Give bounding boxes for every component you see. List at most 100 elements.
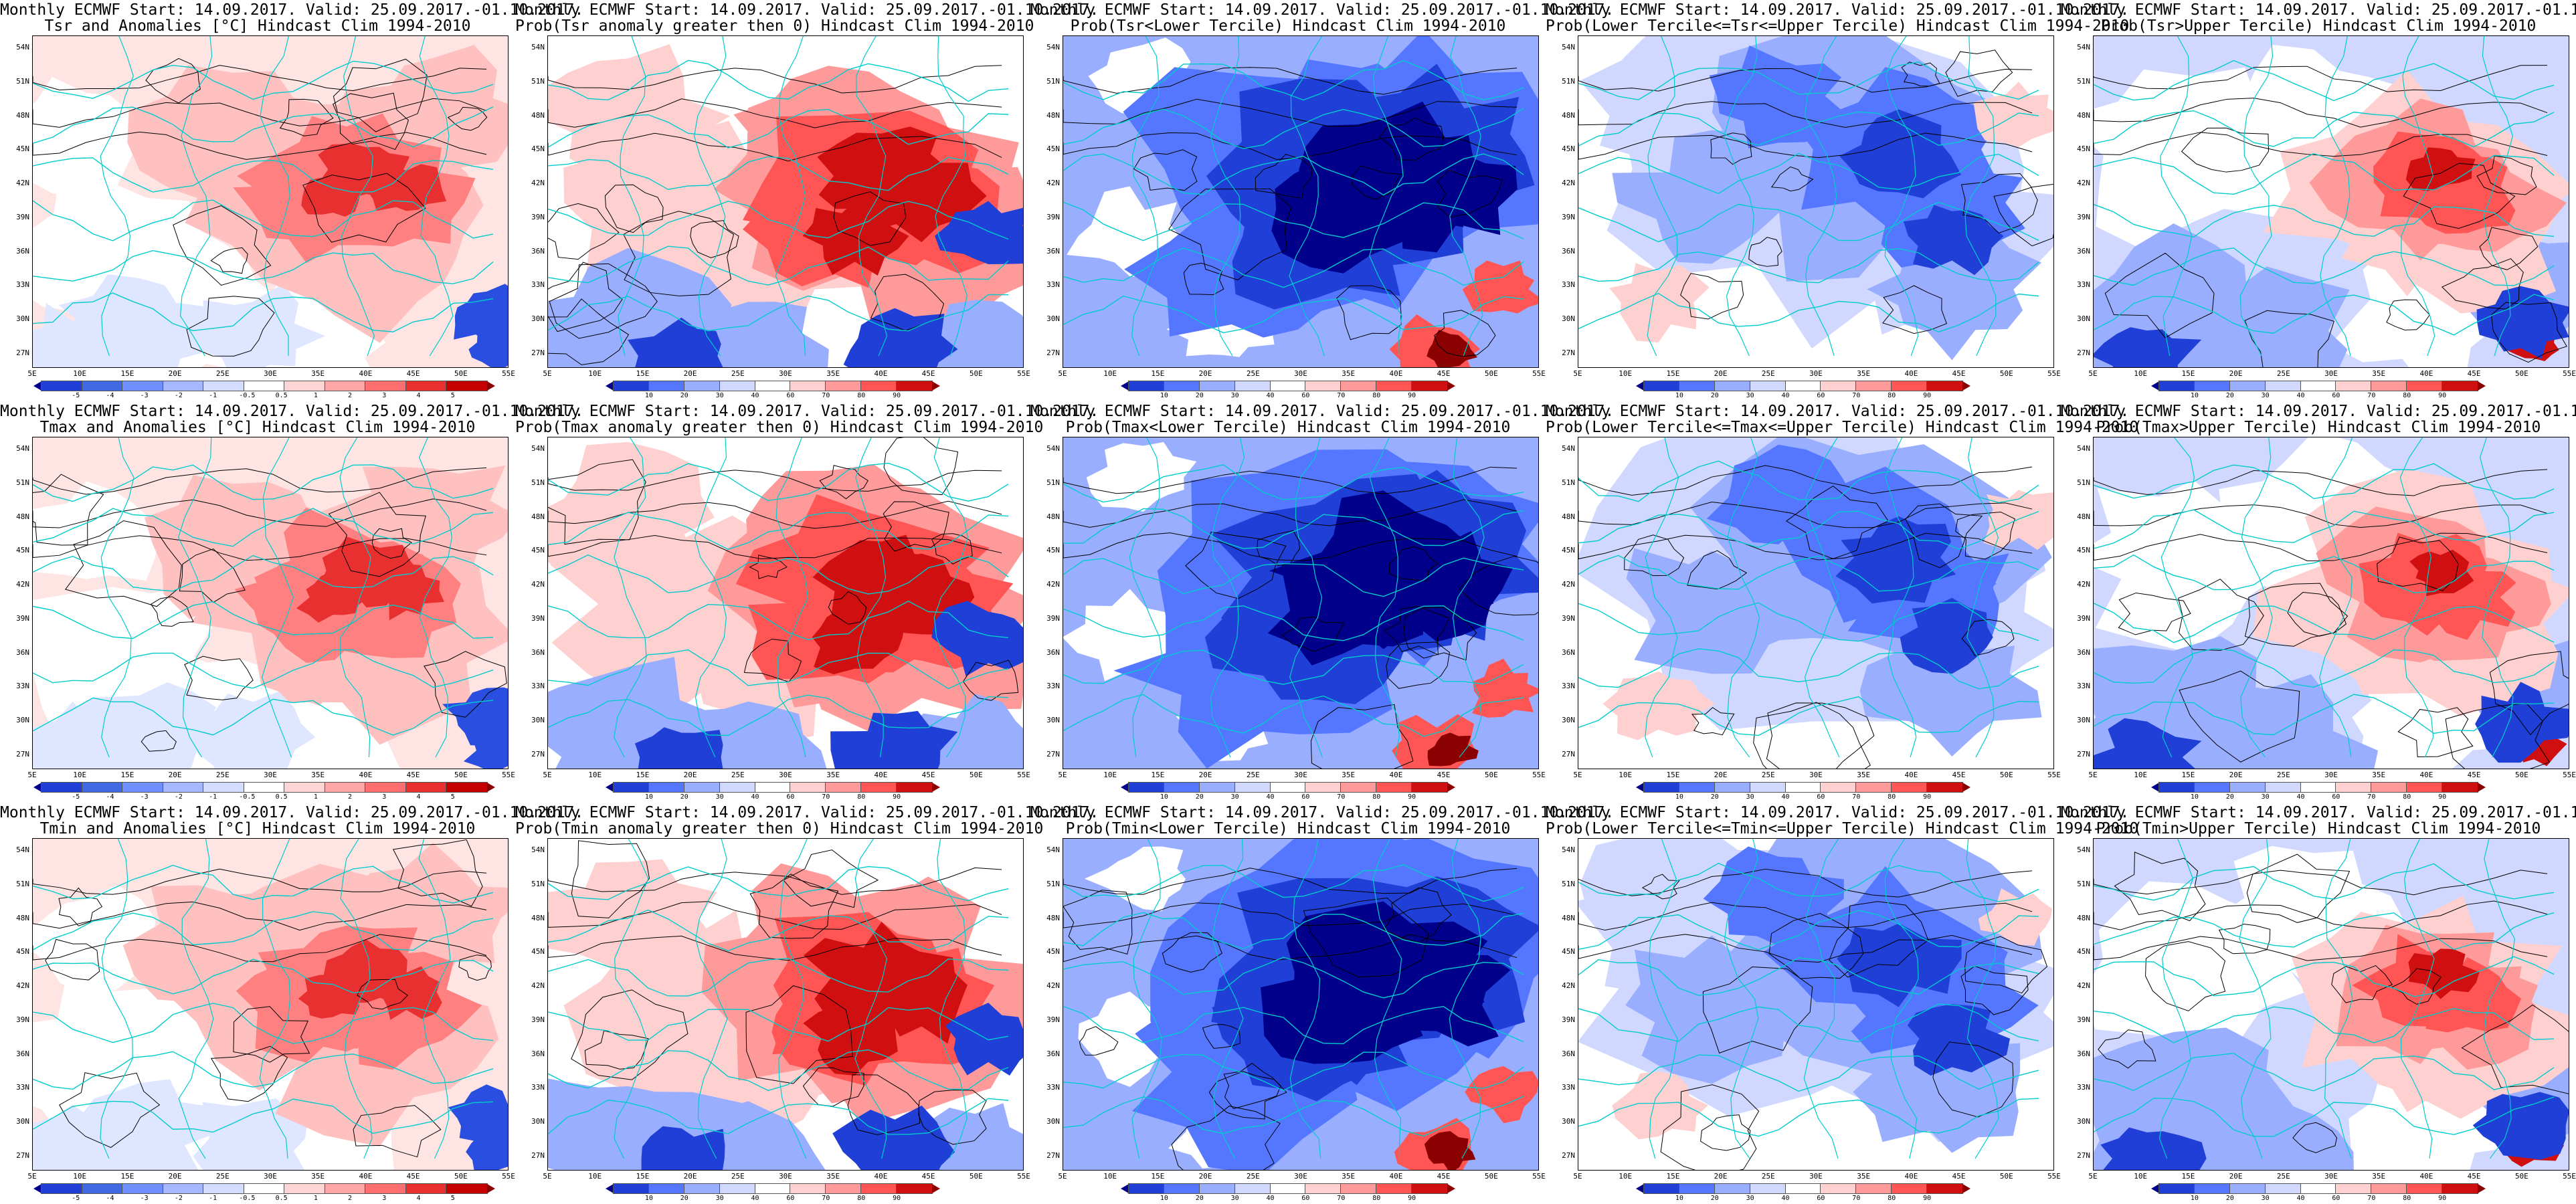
contour-line xyxy=(1336,285,1402,340)
lat-tick-label: 45N xyxy=(1046,546,1060,555)
colorbar-tick-label: 10 xyxy=(2190,793,2199,801)
lat-tick-label: 33N xyxy=(1046,1083,1060,1092)
lon-tick-label: 5E xyxy=(1058,369,1067,378)
contour-line xyxy=(1786,485,1889,559)
lat-tick-label: 39N xyxy=(1562,613,1575,623)
lat-tick-label: 54N xyxy=(1562,845,1575,854)
lon-tick-label: 50E xyxy=(454,369,468,378)
contour-line xyxy=(918,1090,987,1145)
contour-line xyxy=(1660,1084,1760,1170)
colorbar-tick-label: 20 xyxy=(1710,1195,1719,1202)
border-line xyxy=(1063,649,1524,685)
shaded-region xyxy=(468,327,508,367)
lon-tick-label: 15E xyxy=(636,369,650,378)
shaded-region xyxy=(1703,846,1844,946)
contour-line xyxy=(1208,1071,1287,1120)
contour-line xyxy=(328,492,426,577)
map-area xyxy=(1578,437,2054,769)
lon-tick-label: 40E xyxy=(1389,771,1403,779)
panel-title-run: Monthly ECMWF Start: 14.09.2017. Valid: … xyxy=(2061,1,2576,19)
contour-line xyxy=(371,528,412,559)
colorbar-tick-label: 90 xyxy=(1408,1195,1416,1202)
colorbar xyxy=(606,1183,940,1194)
shaded-region xyxy=(1612,1072,1708,1140)
contour-line xyxy=(1063,890,1133,955)
border-line xyxy=(418,437,452,758)
map-panel: Monthly ECMWF Start: 14.09.2017. Valid: … xyxy=(0,401,583,803)
colorbar-tick-label: 70 xyxy=(2367,1195,2376,1202)
lon-tick-label: 25E xyxy=(215,771,229,779)
contour-line xyxy=(548,935,1002,961)
contour-line xyxy=(1960,965,2029,1015)
border-line xyxy=(1804,36,1837,357)
lon-tick-label: 25E xyxy=(2276,1172,2290,1181)
colorbar-cell xyxy=(1198,782,1236,793)
shaded-field xyxy=(548,437,1023,769)
colorbar-tick-label: 10 xyxy=(2190,392,2199,399)
lon-tick-label: 55E xyxy=(502,771,515,779)
colorbar-cell xyxy=(2300,1183,2337,1194)
border-line xyxy=(1063,60,1524,101)
contour-line xyxy=(184,656,254,700)
lat-tick-label: 42N xyxy=(1562,179,1575,188)
lon-tick-label: 10E xyxy=(1103,771,1117,779)
colorbar-tick-label: 20 xyxy=(1710,392,1719,399)
lon-tick-label: 30E xyxy=(2324,771,2338,779)
contour-line xyxy=(1183,262,1224,296)
lat-tick-label: 45N xyxy=(1562,144,1575,154)
contour-line xyxy=(1882,285,1947,334)
border-line xyxy=(1063,557,1524,597)
colorbar-tick-label: 80 xyxy=(1888,1195,1896,1202)
colorbar-cell xyxy=(2158,381,2195,391)
colorbar-tick-label: 60 xyxy=(786,1195,795,1202)
border-line xyxy=(1966,437,1999,758)
colorbar-cell xyxy=(1891,1183,1928,1194)
border-line xyxy=(1063,295,1524,334)
colorbar-tick-label: 40 xyxy=(751,793,759,801)
colorbar-tick-label: 90 xyxy=(893,392,901,399)
contour-line xyxy=(1945,49,2013,97)
lon-tick-label: 40E xyxy=(359,771,373,779)
colorbar-tick-label: 10 xyxy=(1160,793,1168,801)
colorbar-cell xyxy=(2229,1183,2266,1194)
colorbar-tick-label: 20 xyxy=(680,1195,688,1202)
map-area xyxy=(1063,35,1539,368)
lat-tick-label: 42N xyxy=(1046,981,1060,991)
colorbar-cell xyxy=(1643,1183,1680,1194)
colorbar-tick-label: 30 xyxy=(2261,793,2270,801)
colorbar-cell xyxy=(754,1183,792,1194)
lon-tick-label: 20E xyxy=(2229,369,2243,378)
border-line xyxy=(548,60,1009,102)
lon-tick-label: 45E xyxy=(921,369,935,378)
contour-line xyxy=(1680,273,1744,320)
colorbar-cell xyxy=(1234,1183,1271,1194)
shaded-field xyxy=(548,839,1023,1170)
lon-tick-label: 35E xyxy=(1857,1172,1871,1181)
lon-tick-label: 40E xyxy=(874,1172,888,1181)
colorbar-cell xyxy=(790,782,827,793)
lon-tick-label: 25E xyxy=(731,771,745,779)
colorbar xyxy=(1636,381,1970,391)
lat-tick-label: 42N xyxy=(16,580,29,589)
colorbar-arrow-low xyxy=(33,381,41,391)
map-panel: Monthly ECMWF Start: 14.09.2017. Valid: … xyxy=(1546,0,2129,401)
contour-line xyxy=(33,535,487,561)
colorbar-cell xyxy=(81,381,124,391)
border-line xyxy=(341,36,375,357)
border-line xyxy=(1212,839,1244,1159)
contour-line xyxy=(1955,511,2015,560)
lon-tick-label: 45E xyxy=(2467,369,2481,378)
colorbar-arrow-low xyxy=(606,783,614,792)
lon-tick-label: 55E xyxy=(2047,771,2061,779)
colorbar-cell xyxy=(2264,381,2302,391)
lon-tick-label: 5E xyxy=(2088,771,2098,779)
colorbar-tick-label: 10 xyxy=(2190,1195,2199,1202)
colorbar-cell xyxy=(405,1183,448,1194)
shaded-region xyxy=(202,284,326,367)
border-line xyxy=(2319,437,2353,758)
panel-title-variable: Prob(Tmax<Lower Tercile) Hindcast Clim 1… xyxy=(1065,419,1511,436)
lon-tick-label: 50E xyxy=(1484,771,1498,779)
panel-title-run: Monthly ECMWF Start: 14.09.2017. Valid: … xyxy=(515,804,1099,821)
colorbar-ticks: 10 20 30 40 60 70 80 90 xyxy=(2151,1195,2486,1203)
border-line xyxy=(1063,957,1524,999)
